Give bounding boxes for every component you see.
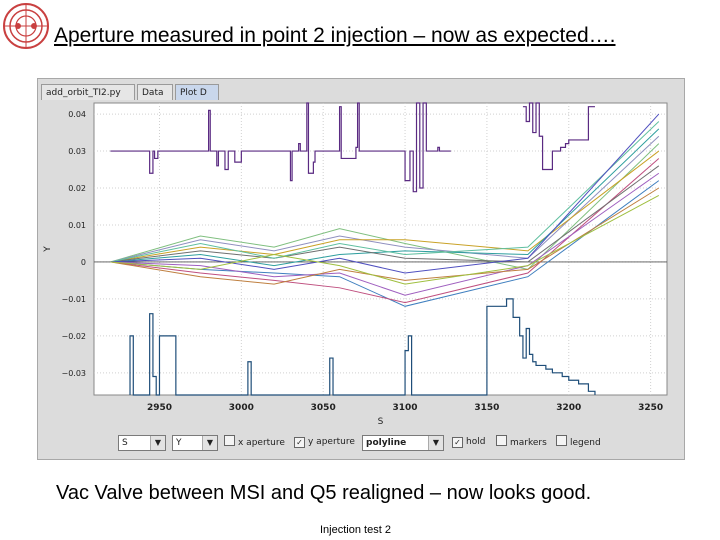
slide-caption: Vac Valve between MSI and Q5 realigned –… [56,482,592,504]
checkbox-checked-icon: ✓ [294,437,305,448]
upper-aperture-line [522,102,595,171]
orbit-series-line [110,150,660,263]
x-aperture-label: x aperture [238,438,285,448]
y-tick-label: −0.03 [61,369,86,378]
chevron-down-icon: ▼ [150,436,165,450]
upper-aperture-line [110,102,451,193]
y-axis-label: Y [43,246,53,253]
legend-checkbox[interactable]: legend [556,435,601,451]
y-tick-label: 0 [81,258,86,267]
tab-script[interactable]: add_orbit_TI2.py [41,84,135,100]
x-aperture-checkbox[interactable]: x aperture [224,435,285,451]
legend-label: legend [570,438,601,448]
x-axis-label: S [378,417,384,427]
x-tick-label: 3100 [393,403,418,413]
y-tick-label: 0.03 [68,147,86,156]
checkbox-unchecked-icon [224,435,235,446]
plot-area [93,102,668,396]
y-aperture-label: y aperture [308,437,355,447]
aperture-plot[interactable]: 2950 3000 3050 3100 3150 3200 3250 0.04 0.03 0.02… [38,79,684,431]
orbit-series-line [110,158,660,304]
x-tick-label: 2950 [147,403,172,413]
plot-style-value: polyline [366,438,407,448]
checkbox-unchecked-icon [496,435,507,446]
orbit-series-line [110,187,660,285]
orbit-series-line [110,113,660,274]
hold-checkbox[interactable]: ✓ hold [452,435,485,451]
chevron-down-icon: ▼ [428,436,443,450]
tab-data[interactable]: Data [137,84,173,100]
slide-footer: Injection test 2 [320,524,391,536]
y-select-value: Y [176,438,182,448]
orbit-series-line [110,128,660,267]
y-tick-label: −0.02 [61,332,86,341]
tab-plot[interactable]: Plot D [175,84,219,100]
x-tick-label: 3000 [229,403,254,413]
y-aperture-checkbox[interactable]: ✓ y aperture [294,435,355,451]
plot-style-select[interactable]: polyline ▼ [362,435,444,451]
y-variable-select[interactable]: Y ▼ [172,435,218,451]
hold-label: hold [466,437,486,447]
x-tick-label: 3250 [638,403,663,413]
y-tick-label: 0.02 [68,184,86,193]
lhc-logo [3,3,49,49]
x-variable-select[interactable]: S ▼ [118,435,166,451]
lower-aperture-line [129,298,596,396]
plot-window: add_orbit_TI2.py Data Plot D 2950 3000 305… [37,78,685,460]
x-tick-label: 3150 [474,403,499,413]
slide-title: Aperture measured in point 2 injection –… [54,24,616,47]
y-tick-label: 0.01 [68,221,86,230]
y-tick-label: 0.04 [68,110,86,119]
checkbox-unchecked-icon [556,435,567,446]
markers-checkbox[interactable]: markers [496,435,547,451]
orbit-series-line [110,194,660,285]
orbit-series-line [110,121,660,263]
chevron-down-icon: ▼ [202,436,217,450]
orbit-series-line [110,165,660,263]
markers-label: markers [510,438,547,448]
checkbox-checked-icon: ✓ [452,437,463,448]
x-tick-label: 3200 [556,403,581,413]
x-select-value: S [122,438,128,448]
x-tick-label: 3050 [311,403,336,413]
y-tick-label: −0.01 [61,295,86,304]
